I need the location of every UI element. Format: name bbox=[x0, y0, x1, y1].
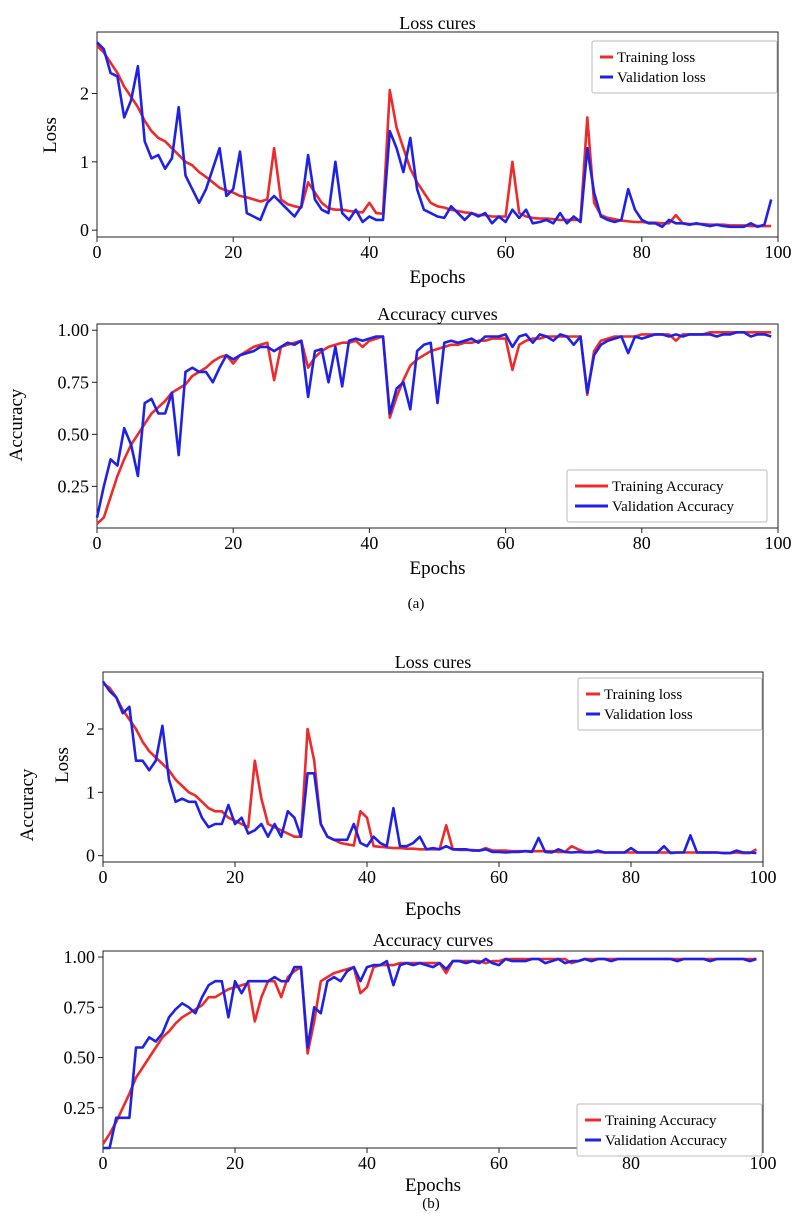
chart2-y-tick-label: 1.00 bbox=[58, 320, 90, 340]
chart1-legend-box bbox=[591, 40, 778, 94]
chart1-y-tick-label: 0 bbox=[80, 220, 89, 240]
chart2-x-tick-label: 40 bbox=[360, 533, 378, 553]
chart3-x-tick-label: 0 bbox=[99, 867, 108, 887]
chart2-title: Accuracy curves bbox=[377, 304, 497, 324]
chart3-y-tick-label: 2 bbox=[86, 719, 95, 739]
chart1-x-tick-label: 40 bbox=[360, 242, 378, 262]
chart3-legend-label-validation: Validation loss bbox=[604, 707, 693, 723]
chart2-y-tick-label: 0.50 bbox=[58, 424, 90, 444]
chart3-x-axis-label: Epochs bbox=[405, 899, 461, 920]
chart1-plot-frame bbox=[96, 31, 779, 238]
chart3-x-tick-label: 60 bbox=[490, 867, 508, 887]
chart4-x-tick-label: 20 bbox=[226, 1153, 244, 1173]
chart3-legend-box bbox=[577, 677, 763, 731]
chart2-y-axis-label: Accuracy bbox=[6, 388, 27, 461]
chart1-x-tick-label: 100 bbox=[765, 242, 792, 262]
chart4-y-tick-label: 0.25 bbox=[64, 1098, 96, 1118]
chart4-title: Accuracy curves bbox=[373, 930, 493, 950]
chart1-legend-label-validation: Validation loss bbox=[617, 70, 706, 86]
chart1-x-tick-label: 20 bbox=[224, 242, 242, 262]
panel-label-b: (b) bbox=[422, 1196, 440, 1212]
chart2-series-line-validation bbox=[95, 330, 772, 518]
chart2-x-tick-label: 100 bbox=[765, 533, 792, 553]
chart1-series-line-validation bbox=[96, 41, 773, 229]
chart2-y-tick-label: 0.75 bbox=[58, 372, 90, 392]
chart2-y-tick-label: 0.25 bbox=[58, 476, 90, 496]
chart3-y-tick-label: 0 bbox=[86, 846, 95, 866]
chart2-plot-frame bbox=[96, 323, 779, 529]
chart1-y-tick-label: 1 bbox=[80, 152, 89, 172]
chart3-x-tick-label: 100 bbox=[750, 867, 777, 887]
chart3-series-line-validation bbox=[101, 680, 757, 855]
chart3-y-tick-label: 1 bbox=[86, 782, 95, 802]
chart4-x-tick-label: 0 bbox=[99, 1153, 108, 1173]
chart4-plot-frame bbox=[102, 950, 764, 1149]
chart1-y-axis-label: Loss bbox=[40, 117, 61, 153]
chart4-x-tick-label: 100 bbox=[750, 1153, 777, 1173]
chart4-y-tick-label: 1.00 bbox=[64, 947, 96, 967]
chart2-x-tick-label: 60 bbox=[497, 533, 515, 553]
chart1-x-tick-label: 60 bbox=[497, 242, 515, 262]
chart2-legend-label-training: Training Accuracy bbox=[612, 479, 724, 495]
chart4-x-tick-label: 60 bbox=[490, 1153, 508, 1173]
chart4-x-tick-label: 80 bbox=[622, 1153, 640, 1173]
chart3-x-tick-label: 80 bbox=[622, 867, 640, 887]
chart3-x-tick-label: 40 bbox=[358, 867, 376, 887]
chart2-x-tick-label: 80 bbox=[633, 533, 651, 553]
chart4-y-axis-label: Accuracy bbox=[17, 768, 38, 841]
chart3-title: Loss cures bbox=[395, 652, 471, 672]
chart2-legend-box bbox=[566, 469, 768, 523]
chart2-legend-label-validation: Validation Accuracy bbox=[612, 499, 735, 515]
chart4-x-axis-label: Epochs bbox=[405, 1175, 461, 1196]
chart4-y-tick-label: 0.75 bbox=[64, 997, 96, 1017]
chart4-x-tick-label: 40 bbox=[358, 1153, 376, 1173]
chart4-series-line-validation bbox=[103, 957, 757, 1150]
chart3-x-tick-label: 20 bbox=[226, 867, 244, 887]
panel-label-a: (a) bbox=[407, 596, 425, 612]
chart1-x-axis-label: Epochs bbox=[410, 267, 466, 288]
chart3-y-axis-label: Loss bbox=[52, 747, 73, 783]
chart3-plot-frame bbox=[102, 671, 764, 863]
chart1-x-tick-label: 0 bbox=[93, 242, 102, 262]
chart4-y-tick-label: 0.50 bbox=[64, 1048, 96, 1068]
chart3-legend-label-training: Training loss bbox=[604, 687, 682, 703]
chart4-legend-label-validation: Validation Accuracy bbox=[605, 1133, 728, 1149]
chart1-y-tick-label: 2 bbox=[80, 84, 89, 104]
chart1-x-tick-label: 80 bbox=[633, 242, 651, 262]
chart2-x-tick-label: 20 bbox=[224, 533, 242, 553]
chart4-legend-label-training: Training Accuracy bbox=[605, 1113, 717, 1129]
chart4-legend-box bbox=[576, 1103, 763, 1157]
chart1-title: Loss cures bbox=[399, 13, 475, 33]
chart2-x-axis-label: Epochs bbox=[410, 558, 466, 579]
chart2-x-tick-label: 0 bbox=[93, 533, 102, 553]
chart1-legend-label-training: Training loss bbox=[617, 50, 695, 66]
